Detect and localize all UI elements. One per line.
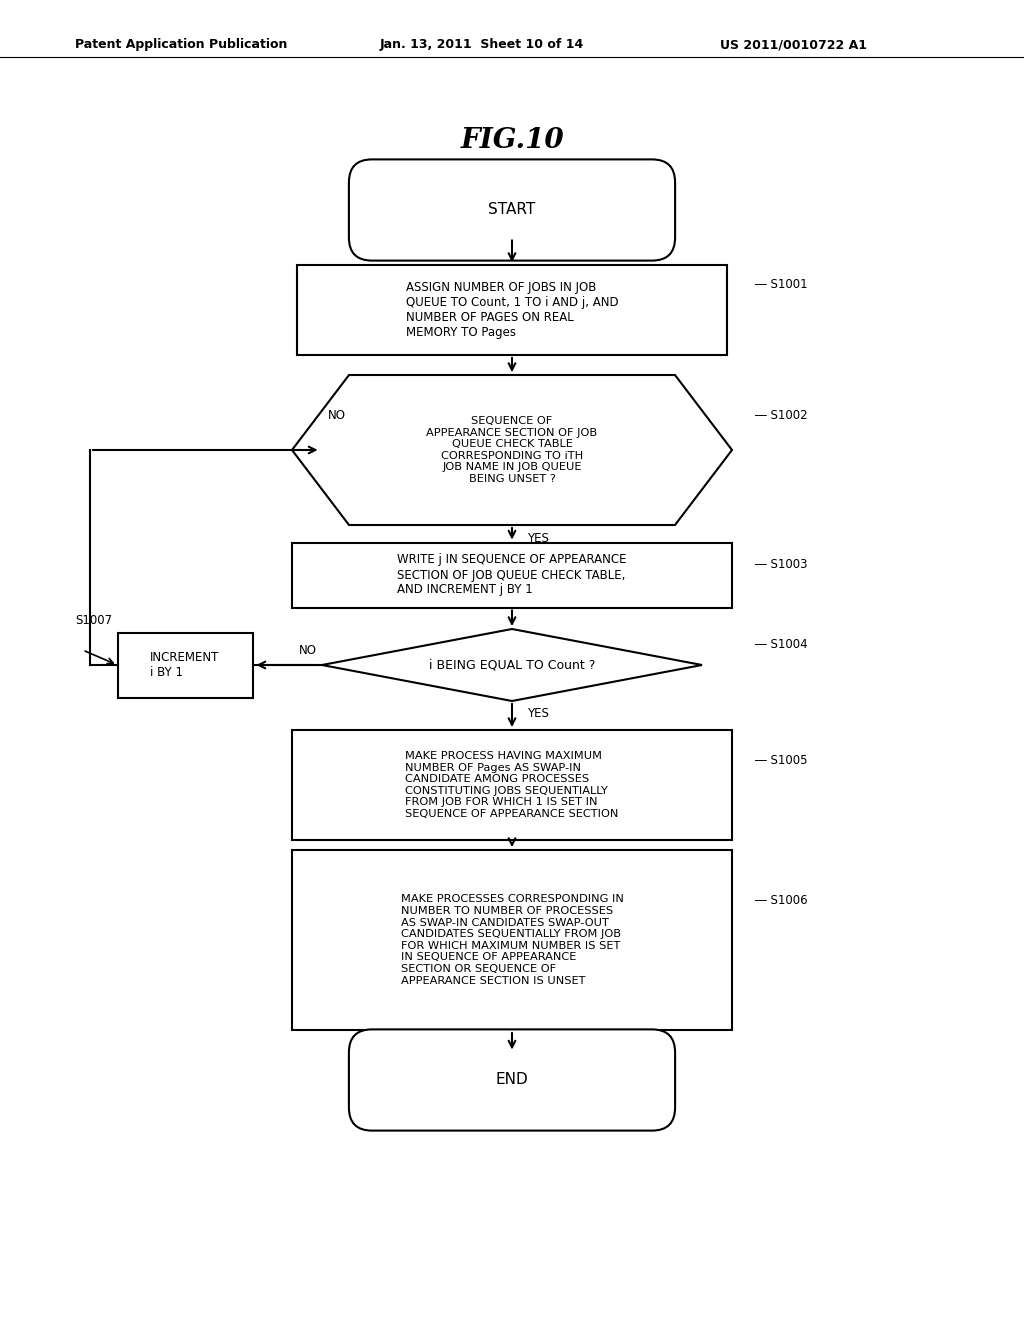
Bar	[292, 730, 732, 840]
Text: YES: YES	[527, 532, 549, 545]
Text: ASSIGN NUMBER OF JOBS IN JOB
QUEUE TO Count, 1 TO i AND j, AND
NUMBER OF PAGES O: ASSIGN NUMBER OF JOBS IN JOB QUEUE TO Co…	[406, 281, 618, 339]
Text: END: END	[496, 1072, 528, 1088]
Text: ― S1002: ― S1002	[755, 408, 808, 421]
Text: NO: NO	[299, 644, 317, 656]
Polygon shape	[322, 630, 702, 701]
Text: WRITE j IN SEQUENCE OF APPEARANCE
SECTION OF JOB QUEUE CHECK TABLE,
AND INCREMEN: WRITE j IN SEQUENCE OF APPEARANCE SECTIO…	[397, 553, 627, 597]
Bar	[297, 265, 727, 355]
Text: INCREMENT
i BY 1: INCREMENT i BY 1	[151, 651, 220, 678]
Text: ― S1003: ― S1003	[755, 558, 808, 572]
Bar	[118, 632, 253, 697]
Text: i BEING EQUAL TO Count ?: i BEING EQUAL TO Count ?	[429, 659, 595, 672]
Text: S1007: S1007	[76, 614, 113, 627]
FancyBboxPatch shape	[349, 160, 675, 260]
Text: MAKE PROCESSES CORRESPONDING IN
NUMBER TO NUMBER OF PROCESSES
AS SWAP-IN CANDIDA: MAKE PROCESSES CORRESPONDING IN NUMBER T…	[400, 895, 624, 986]
Bar	[292, 543, 732, 607]
Text: SEQUENCE OF
APPEARANCE SECTION OF JOB
QUEUE CHECK TABLE
CORRESPONDING TO iTH
JOB: SEQUENCE OF APPEARANCE SECTION OF JOB QU…	[426, 416, 598, 484]
Text: Jan. 13, 2011  Sheet 10 of 14: Jan. 13, 2011 Sheet 10 of 14	[380, 38, 585, 51]
FancyBboxPatch shape	[349, 1030, 675, 1131]
Text: ― S1004: ― S1004	[755, 639, 808, 652]
Text: YES: YES	[527, 706, 549, 719]
Text: ― S1006: ― S1006	[755, 894, 808, 907]
Polygon shape	[292, 375, 732, 525]
Text: US 2011/0010722 A1: US 2011/0010722 A1	[720, 38, 867, 51]
Text: ― S1001: ― S1001	[755, 279, 808, 292]
Text: MAKE PROCESS HAVING MAXIMUM
NUMBER OF Pages AS SWAP-IN
CANDIDATE AMONG PROCESSES: MAKE PROCESS HAVING MAXIMUM NUMBER OF Pa…	[406, 751, 618, 818]
Text: ― S1005: ― S1005	[755, 754, 808, 767]
Text: Patent Application Publication: Patent Application Publication	[75, 38, 288, 51]
Text: FIG.10: FIG.10	[460, 127, 564, 153]
Text: START: START	[488, 202, 536, 218]
Bar	[292, 850, 732, 1030]
Text: NO: NO	[328, 408, 346, 421]
